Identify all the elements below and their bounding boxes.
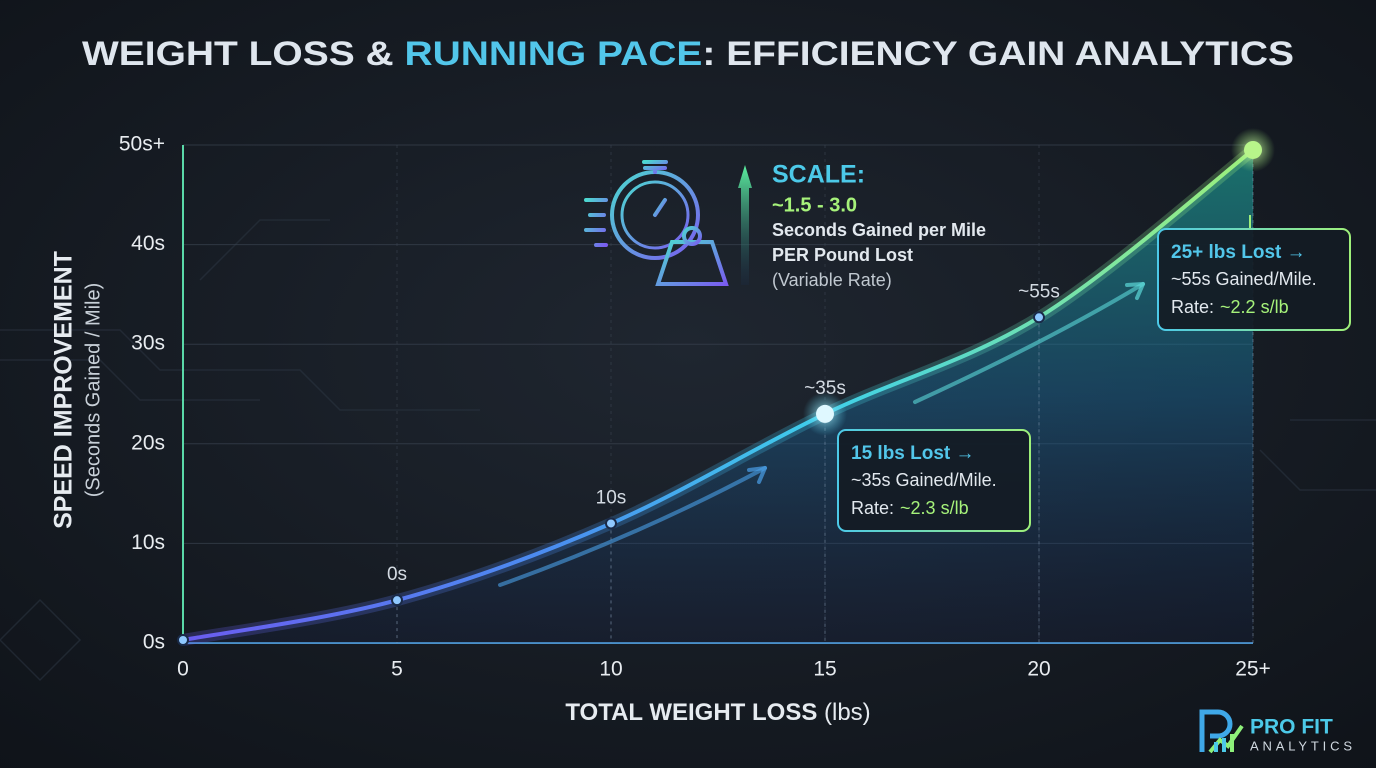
y-tick-label: 40s	[131, 232, 165, 255]
y-tick-label: 50s+	[119, 133, 165, 156]
marker	[1033, 311, 1045, 324]
scale-heading: SCALE:	[772, 161, 865, 189]
marker	[1244, 140, 1262, 159]
marker	[605, 517, 617, 530]
callouts: 15 lbs Lost → ~35s Gained/Mile. Rate: ~2.3 …	[837, 215, 1351, 532]
rate-value: ~2.3 s/lb	[900, 498, 969, 518]
callout-heading: 25+ lbs Lost →	[1171, 242, 1306, 263]
marker	[816, 404, 834, 423]
x-label-main: TOTAL WEIGHT LOSS	[565, 699, 817, 726]
scale-line: (Variable Rate)	[772, 270, 892, 290]
y-axis-title: SPEED IMPROVEMENT (Seconds Gained / Mile…	[50, 251, 105, 529]
x-tick-label: 5	[391, 658, 403, 681]
point-label: ~55s	[1018, 281, 1060, 302]
callout-detail: ~55s Gained/Mile.	[1171, 269, 1317, 289]
point-label: 0s	[387, 564, 407, 585]
line	[182, 148, 1255, 642]
y-tick-label: 20s	[131, 431, 165, 454]
y-tick-label: 30s	[131, 332, 165, 355]
x-tick-label: 15	[813, 658, 836, 681]
trend-arrows	[498, 282, 1145, 587]
scale-range: ~1.5 - 3.0	[772, 194, 857, 216]
brand-sub: ANALYTICS	[1250, 738, 1354, 753]
callout-rate: Rate: ~2.2 s/lb	[1171, 297, 1289, 317]
title-part: : EFFICIENCY GAIN ANALYTICS	[702, 35, 1294, 73]
title-part: RUNNING PACE	[404, 35, 702, 73]
callout-box	[1157, 228, 1351, 331]
callout-heading: 15 lbs Lost →	[851, 443, 975, 464]
y-label-unit: (Seconds Gained / Mile)	[82, 283, 104, 498]
scale-line: PER Pound Lost	[772, 245, 913, 265]
y-tick-label: 0s	[143, 631, 165, 654]
rate-value: ~2.2 s/lb	[1220, 297, 1289, 317]
y-tick-label: 10s	[131, 531, 165, 554]
callout-box	[837, 429, 1031, 532]
rate-label: Rate:	[851, 498, 894, 518]
circuit-decoration	[0, 219, 1376, 682]
point-label: 10s	[596, 487, 627, 508]
callout-detail: ~35s Gained/Mile.	[851, 470, 997, 490]
x-tick-label: 10	[599, 658, 622, 681]
y-label-main: SPEED IMPROVEMENT	[50, 251, 78, 529]
scale-line: Seconds Gained per Mile	[772, 220, 986, 240]
marker	[391, 594, 403, 607]
x-tick-label: 0	[177, 658, 189, 681]
x-label-unit: (lbs)	[824, 699, 871, 726]
marker	[177, 634, 189, 647]
brand-name: PRO FIT	[1250, 716, 1333, 739]
title-part: WEIGHT LOSS &	[82, 35, 404, 73]
rate-label: Rate:	[1171, 297, 1214, 317]
x-tick-label: 25+	[1235, 658, 1271, 681]
chart-title: WEIGHT LOSS & RUNNING PACE: EFFICIENCY G…	[82, 35, 1294, 73]
callout-rate: Rate: ~2.3 s/lb	[851, 498, 969, 518]
stopwatch-icon	[584, 160, 729, 286]
scale-arrow	[738, 165, 752, 285]
x-tick-label: 20	[1027, 658, 1050, 681]
point-label: ~35s	[804, 378, 846, 399]
x-axis-title: TOTAL WEIGHT LOSS (lbs)	[565, 699, 870, 726]
brand-logo: PRO FIT ANALYTICS	[1199, 709, 1354, 753]
